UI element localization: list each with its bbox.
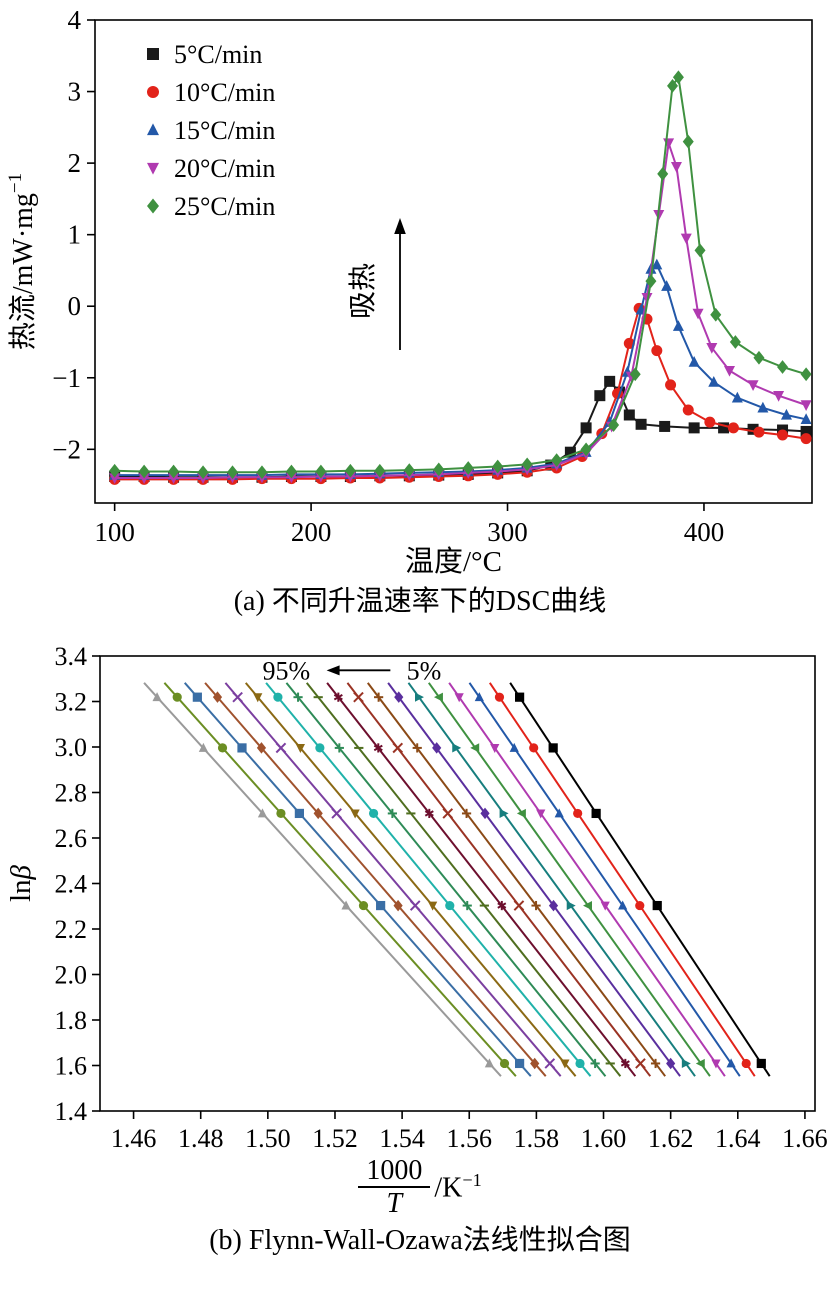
y-tick-label: 1.6 [55, 1052, 88, 1081]
x-tick-label: 1.50 [245, 1124, 291, 1153]
arrow-left-icon [326, 665, 340, 676]
page: 100 200 300 400 −2 −1 0 1 2 3 4 热流/mW·mg−1 温度/°C 5°C/… [0, 6, 840, 1258]
caption-b: (b) Flynn-Wall-Ozawa法线性拟合图 [209, 1225, 631, 1256]
y-tick-label: 2.0 [55, 961, 88, 990]
conversion-direction-annotation: 95% 5% [262, 656, 441, 685]
dsc-chart: 100 200 300 400 −2 −1 0 1 2 3 4 热流/mW·mg−1 温度/°C 5°C/… [5, 6, 813, 578]
x-axis-unit: /K−1 [434, 1170, 481, 1204]
dsc-series-5Cmin [109, 375, 812, 483]
fwo-line-65% [265, 682, 592, 1077]
y-axis-label-b: lnβ [5, 864, 37, 902]
y-tick-label: −1 [52, 363, 81, 393]
fwo-line-90% [163, 682, 517, 1077]
y-tick-label: 2 [68, 148, 82, 178]
y-tick-label: 2.2 [55, 915, 88, 944]
x-axis-label-b: 1000 T /K−1 [0, 1155, 840, 1219]
dsc-series-20Cmin [109, 138, 812, 485]
fwo-line-85% [183, 682, 532, 1077]
x-tick-label: 1.64 [715, 1124, 761, 1153]
fwo-line-30% [407, 682, 696, 1077]
figure-a: 100 200 300 400 −2 −1 0 1 2 3 4 热流/mW·mg−1 温度/°C 5°C/… [0, 6, 840, 619]
x-tick-label: 300 [487, 517, 528, 547]
x-tick-label: 1.58 [514, 1124, 560, 1153]
fwo-line-40% [366, 682, 666, 1077]
dsc-series-15Cmin [109, 258, 812, 480]
x-tick-label: 400 [684, 517, 725, 547]
legend-label: 5°C/min [174, 40, 262, 69]
axes-a: 100 200 300 400 −2 −1 0 1 2 3 4 [52, 6, 813, 547]
x-tick-label: 1.54 [379, 1124, 425, 1153]
fraction-denominator: T [386, 1188, 403, 1219]
y-axis-label-a: 热流/mW·mg−1 [5, 173, 39, 350]
arrow-up-icon [394, 218, 406, 234]
x-tick-label: 1.48 [178, 1124, 224, 1153]
annotation-5: 5% [407, 656, 442, 685]
fwo-line-60% [285, 682, 607, 1077]
y-tick-label: 3.4 [55, 642, 88, 671]
x-tick-label: 1.62 [648, 1124, 694, 1153]
legend-label: 15°C/min [174, 116, 275, 145]
x-tick-label: 200 [291, 517, 332, 547]
fwo-line-80% [204, 682, 547, 1077]
fwo-line-70% [244, 682, 577, 1077]
figure-b: 1.46 1.48 1.50 1.52 1.54 1.56 1.58 1.60 1.62 1.64… [0, 631, 840, 1258]
legend-label: 20°C/min [174, 154, 275, 183]
x-axis-unit-exponent: −1 [462, 1169, 482, 1190]
fwo-line-35% [387, 682, 681, 1077]
fraction-1000-over-T: 1000 T [358, 1155, 431, 1219]
y-tick-label: −2 [52, 434, 81, 464]
x-tick-label: 1.60 [581, 1124, 627, 1153]
y-tick-label: 3.0 [55, 733, 88, 762]
fwo-line-55% [305, 682, 622, 1077]
fwo-line-20% [448, 682, 726, 1077]
fwo-line-50% [326, 682, 637, 1077]
x-tick-label: 1.66 [782, 1124, 828, 1153]
y-tick-label: 4 [68, 6, 82, 35]
legend-label: 25°C/min [174, 192, 275, 221]
dsc-series-25Cmin [109, 70, 812, 480]
fwo-line-95% [143, 682, 502, 1077]
legend-a: 5°C/min 10°C/min 15°C/min 20°C/min 25°C/min [147, 40, 275, 221]
y-tick-label: 2.8 [55, 779, 88, 808]
fwo-line-5% [509, 682, 771, 1077]
fraction-numerator: 1000 [358, 1155, 431, 1188]
x-tick-label: 1.56 [446, 1124, 492, 1153]
fwo-line-25% [427, 682, 711, 1077]
dsc-series-10Cmin [109, 302, 812, 485]
fwo-line-15% [468, 682, 741, 1077]
endothermic-annotation: 吸热 [347, 218, 406, 350]
y-tick-label: 1.4 [55, 1097, 88, 1126]
axes-b: 1.46 1.48 1.50 1.52 1.54 1.56 1.58 1.60 1.62 1.64… [55, 642, 828, 1153]
annotation-95: 95% [262, 656, 310, 685]
y-tick-label: 1.8 [55, 1006, 88, 1035]
fwo-line-10% [488, 682, 756, 1077]
y-tick-label: 1 [68, 220, 82, 250]
caption-a: (a) 不同升温速率下的DSC曲线 [233, 586, 607, 617]
fwo-line-75% [224, 682, 562, 1077]
y-tick-label: 3.2 [55, 688, 88, 717]
x-tick-label: 100 [94, 517, 135, 547]
endothermic-label: 吸热 [347, 263, 379, 319]
legend-label: 10°C/min [174, 78, 275, 107]
y-tick-label: 2.4 [55, 870, 88, 899]
y-tick-label: 2.6 [55, 824, 88, 853]
x-tick-label: 1.46 [111, 1124, 157, 1153]
x-tick-label: 1.52 [312, 1124, 358, 1153]
x-axis-label-a: 温度/°C [405, 545, 502, 578]
fwo-chart: 1.46 1.48 1.50 1.52 1.54 1.56 1.58 1.60 1.62 1.64… [5, 642, 828, 1153]
fwo-line-45% [346, 682, 652, 1077]
y-tick-label: 0 [68, 291, 82, 321]
x-axis-unit-main: /K [434, 1172, 463, 1204]
y-tick-label: 3 [68, 77, 82, 107]
